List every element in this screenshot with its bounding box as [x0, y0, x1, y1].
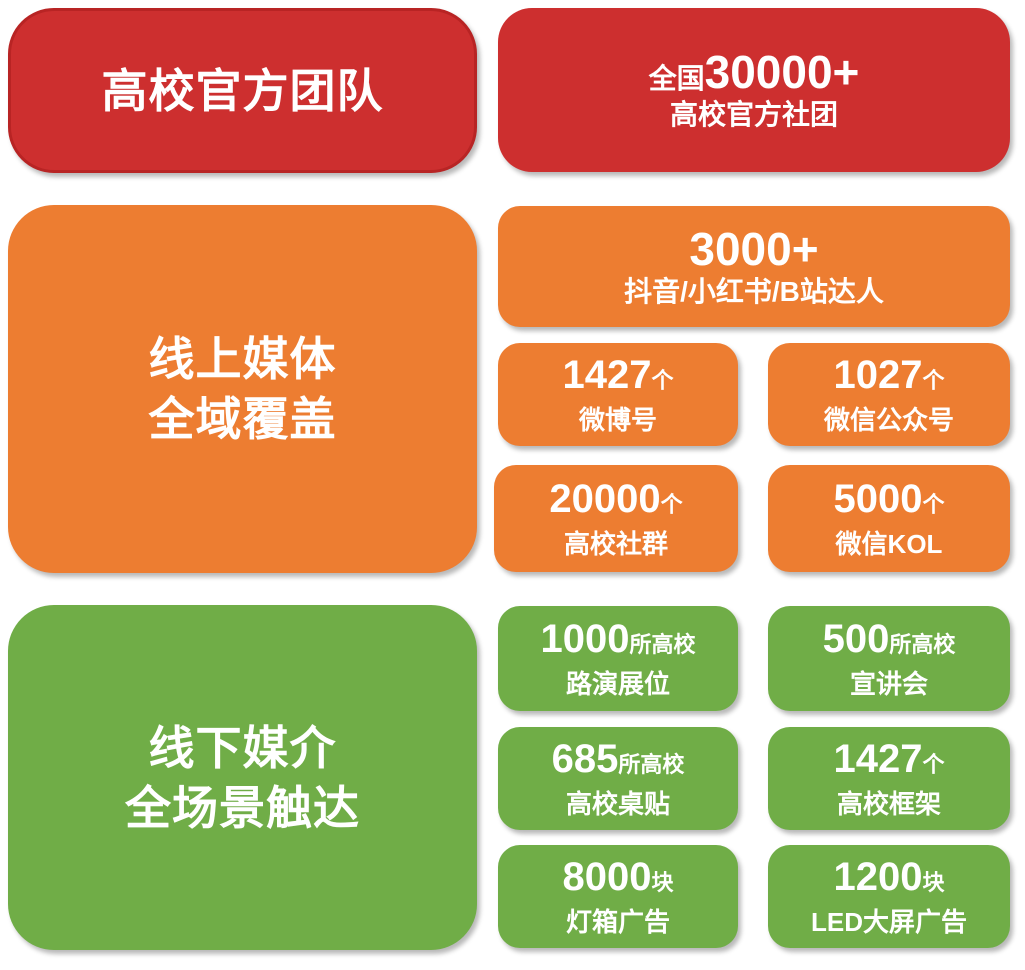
stat-value: 1200块 [834, 855, 945, 905]
stat-label: 抖音/小红书/B站达人 [624, 275, 884, 307]
stat-number: 1427 [833, 736, 923, 781]
stat-value: 5000个 [834, 477, 945, 527]
online-stat-card: 1427个 微博号 [498, 343, 738, 446]
stat-prefix: 全国 [648, 63, 705, 94]
stat-unit: 个 [922, 491, 945, 517]
stat-value: 1000所高校 [541, 617, 696, 667]
stat-label: 高校官方社团 [669, 99, 838, 130]
offline-media-panel: 线下媒介 全场景触达 [8, 605, 477, 950]
stat-number: 685 [551, 736, 619, 781]
offline-stat-card: 8000块 灯箱广告 [498, 845, 738, 948]
online-stat-card: 20000个 高校社群 [494, 465, 738, 572]
stat-number: 500 [822, 616, 890, 661]
campus-clubs-stat: 全国30000+ [649, 47, 860, 97]
stat-label: 路演展位 [565, 668, 670, 699]
stat-number: 1027 [833, 352, 923, 397]
stat-unit: 所高校 [618, 751, 685, 777]
stat-unit: 块 [651, 869, 674, 895]
stat-label: 微信公众号 [823, 404, 954, 435]
stat-value: 20000个 [549, 477, 682, 527]
stat-value: 1427个 [834, 737, 945, 787]
stat-value: 500所高校 [823, 617, 956, 667]
stat-label: 灯箱广告 [565, 906, 670, 937]
campus-clubs-card: 全国30000+ 高校官方社团 [498, 8, 1010, 172]
online-media-panel: 线上媒体 全域覆盖 [8, 205, 477, 573]
campus-team-panel: 高校官方团队 [8, 8, 477, 173]
offline-stat-card: 1000所高校 路演展位 [498, 606, 738, 711]
stat-unit: 个 [922, 367, 945, 393]
stat-label: LED大屏广告 [810, 906, 967, 937]
offline-stat-card: 1200块 LED大屏广告 [768, 845, 1010, 948]
stat-number: 5000 [833, 476, 923, 521]
offline-stat-card: 500所高校 宣讲会 [768, 606, 1010, 711]
online-stat-card: 5000个 微信KOL [768, 465, 1010, 572]
offline-title-line2: 全场景触达 [125, 781, 360, 834]
offline-title-line1: 线下媒介 [148, 721, 337, 774]
stat-unit: 个 [922, 751, 945, 777]
stat-unit: 块 [922, 869, 945, 895]
stat-label: 高校框架 [836, 788, 941, 819]
stat-number: 3000+ [689, 222, 819, 275]
stat-label: 高校社群 [563, 528, 668, 559]
stat-unit: 个 [660, 491, 683, 517]
stat-label: 微博号 [578, 404, 657, 435]
stat-number: 1200 [833, 854, 923, 899]
online-stat-card: 1027个 微信公众号 [768, 343, 1010, 446]
stat-label: 宣讲会 [849, 668, 928, 699]
influencer-card: 3000+ 抖音/小红书/B站达人 [498, 206, 1010, 327]
stat-number: 30000+ [704, 46, 860, 98]
stat-unit: 所高校 [629, 631, 696, 657]
stat-unit: 个 [651, 367, 674, 393]
stat-value: 8000块 [563, 855, 674, 905]
stat-label: 高校桌贴 [565, 788, 670, 819]
stat-value: 685所高校 [552, 737, 685, 787]
stat-number: 1427 [562, 352, 652, 397]
stat-number: 20000 [549, 476, 661, 521]
offline-stat-card: 685所高校 高校桌贴 [498, 727, 738, 830]
stat-label: 微信KOL [835, 528, 943, 559]
online-title-line2: 全域覆盖 [148, 393, 337, 445]
campus-team-title: 高校官方团队 [101, 64, 384, 117]
stat-unit: 所高校 [889, 631, 956, 657]
stat-number: 8000 [562, 854, 652, 899]
stat-number: 1000 [540, 616, 630, 661]
online-title-line1: 线上媒体 [148, 333, 337, 385]
stat-value: 1427个 [563, 353, 674, 403]
offline-stat-card: 1427个 高校框架 [768, 727, 1010, 830]
stat-value: 1027个 [834, 353, 945, 403]
